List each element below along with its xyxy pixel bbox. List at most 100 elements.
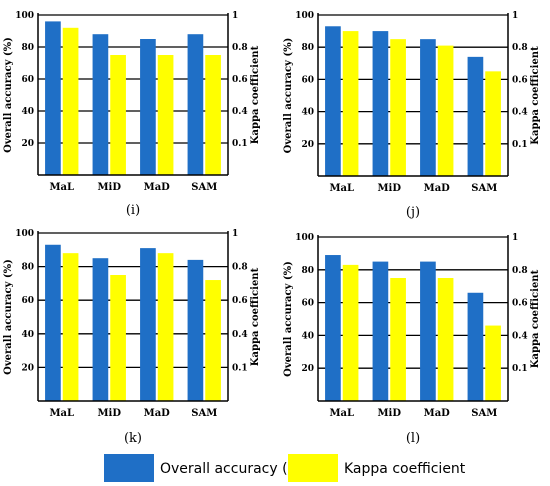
y2-tick-label: 0.6 xyxy=(232,75,248,85)
y-tick-label: 100 xyxy=(15,11,34,21)
y-tick-label: 60 xyxy=(301,75,314,85)
bar-overall-accuracy xyxy=(372,261,389,401)
y2-tick-label: 0.4 xyxy=(512,108,528,118)
x-tick-label: MaL xyxy=(49,408,74,419)
x-tick-label: MaD xyxy=(144,408,171,419)
y2-tick-label: 0.8 xyxy=(232,43,248,53)
bar-kappa xyxy=(390,278,406,401)
y-tick-label: 60 xyxy=(21,296,34,306)
y2-tick-label: 0.1 xyxy=(232,363,248,373)
y-axis-label: Overall accuracy (%) xyxy=(3,259,14,375)
bar-overall-accuracy xyxy=(187,34,204,176)
y-tick-label: 80 xyxy=(21,263,34,273)
bar-kappa xyxy=(157,253,174,401)
bar-overall-accuracy xyxy=(187,259,204,401)
y2-axis-label: Kappa coefficient xyxy=(250,45,261,144)
y2-tick-label: 0.4 xyxy=(232,330,248,340)
y-tick-label: 40 xyxy=(301,331,314,341)
bar-overall-accuracy xyxy=(92,34,109,176)
legend-swatch-kappa xyxy=(288,454,338,482)
bar-kappa xyxy=(62,253,79,401)
y2-tick-label: 1 xyxy=(512,233,518,243)
y-tick-label: 20 xyxy=(301,364,314,374)
y2-tick-label: 0.6 xyxy=(512,299,528,309)
bar-kappa xyxy=(437,45,454,177)
y2-tick-label: 0.1 xyxy=(512,364,528,374)
chart-panels: MaL MiD MaD SAM 20 40 60 80 100 0.1 0.4 0.6 0.8 1 Over… xyxy=(3,11,541,446)
bar-kappa xyxy=(485,325,501,401)
panel-label: (i) xyxy=(126,203,140,218)
bar-kappa xyxy=(205,280,221,401)
y-tick-label: 80 xyxy=(21,43,34,53)
y2-tick-label: 0.8 xyxy=(512,43,528,53)
x-tick-label: MaD xyxy=(424,183,451,194)
y-axis-label: Overall accuracy (%) xyxy=(283,261,294,377)
y-tick-label: 40 xyxy=(21,330,34,340)
x-tick-label: MiD xyxy=(97,182,121,193)
bar-kappa xyxy=(390,39,406,177)
y-tick-label: 60 xyxy=(21,75,34,85)
x-tick-label: MaL xyxy=(329,183,354,194)
x-tick-label: SAM xyxy=(471,408,497,419)
y2-tick-label: 0.8 xyxy=(512,266,528,276)
panel-label: (l) xyxy=(406,431,420,446)
bar-overall-accuracy xyxy=(420,261,436,401)
panel-label: (k) xyxy=(124,431,142,446)
y2-axis-label: Kappa coefficient xyxy=(250,267,261,366)
y-tick-label: 20 xyxy=(301,140,314,150)
x-tick-label: SAM xyxy=(471,183,497,194)
bar-kappa xyxy=(62,27,79,175)
legend-label-oa: Overall accuracy (%) xyxy=(160,461,306,477)
y2-tick-label: 0.6 xyxy=(232,296,248,306)
y-tick-label: 20 xyxy=(21,363,34,373)
x-tick-label: MiD xyxy=(377,408,401,419)
legend-label-kappa: Kappa coefficient xyxy=(344,461,466,477)
bar-overall-accuracy xyxy=(92,258,109,401)
y-tick-label: 100 xyxy=(295,11,314,21)
bar-overall-accuracy xyxy=(467,56,484,176)
bar-kappa xyxy=(437,278,454,401)
bar-overall-accuracy xyxy=(45,21,61,176)
y2-tick-label: 0.1 xyxy=(512,140,528,150)
chart-panel-3: MaL MiD MaD SAM 20 40 60 80 100 0.1 0.4 0.6 0.8 1 Over… xyxy=(283,233,541,446)
bar-kappa xyxy=(342,264,359,401)
y-tick-label: 100 xyxy=(15,229,34,239)
x-tick-label: SAM xyxy=(191,408,217,419)
bar-kappa xyxy=(205,55,221,175)
bar-overall-accuracy xyxy=(45,244,61,401)
bar-overall-accuracy xyxy=(420,39,436,177)
y-tick-label: 80 xyxy=(301,43,314,53)
bar-kappa xyxy=(485,71,501,176)
bar-kappa xyxy=(110,55,126,175)
x-tick-label: MaL xyxy=(49,182,74,193)
bar-overall-accuracy xyxy=(467,292,484,401)
legend-swatch-oa xyxy=(104,454,154,482)
bar-overall-accuracy xyxy=(325,255,341,401)
x-tick-label: SAM xyxy=(191,182,217,193)
x-tick-label: MiD xyxy=(97,408,121,419)
y2-axis-label: Kappa coefficient xyxy=(530,269,541,368)
bar-kappa xyxy=(342,31,359,176)
x-tick-label: MaD xyxy=(144,182,171,193)
bar-overall-accuracy xyxy=(325,26,341,176)
chart-panel-2: MaL MiD MaD SAM 20 40 60 80 100 0.1 0.4 0.6 0.8 1 Over… xyxy=(3,229,261,446)
panel-label: (j) xyxy=(406,205,420,220)
y2-tick-label: 1 xyxy=(232,229,238,239)
y-tick-label: 80 xyxy=(301,266,314,276)
bar-kappa xyxy=(110,275,126,401)
y2-tick-label: 1 xyxy=(512,11,518,21)
x-tick-label: MaL xyxy=(329,408,354,419)
y2-tick-label: 0.1 xyxy=(232,139,248,149)
y2-tick-label: 0.4 xyxy=(512,331,528,341)
x-tick-label: MaD xyxy=(424,408,451,419)
y2-tick-label: 0.4 xyxy=(232,107,248,117)
bar-overall-accuracy xyxy=(140,248,156,401)
chart-panel-1: MaL MiD MaD SAM 20 40 60 80 100 0.1 0.4 0.6 0.8 1 Over… xyxy=(283,11,541,220)
y-axis-label: Overall accuracy (%) xyxy=(3,37,14,153)
y-tick-label: 20 xyxy=(21,139,34,149)
y2-tick-label: 0.8 xyxy=(232,263,248,273)
x-tick-label: MiD xyxy=(377,183,401,194)
legend: Overall accuracy (%) Kappa coefficient xyxy=(104,454,466,482)
y2-tick-label: 0.6 xyxy=(512,75,528,85)
y-tick-label: 40 xyxy=(21,107,34,117)
